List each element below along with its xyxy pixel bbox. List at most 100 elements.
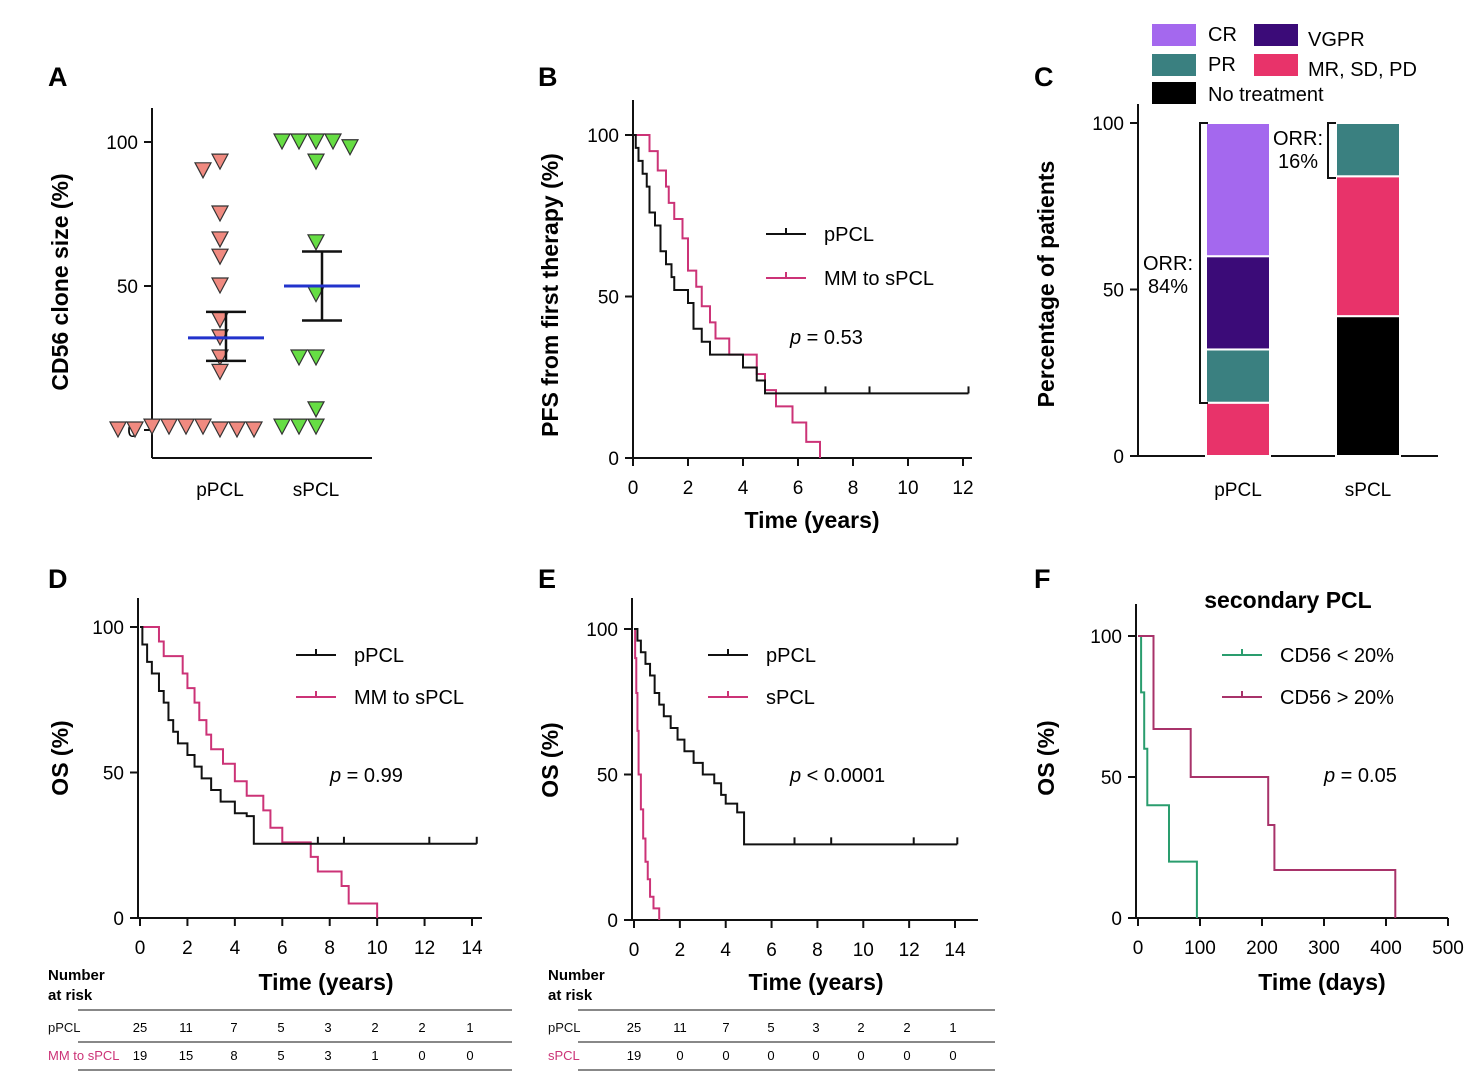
data-point-sPCL	[273, 418, 291, 436]
x-tick-label: 100	[1184, 938, 1216, 959]
risk-count: 0	[949, 1048, 956, 1063]
risk-count: 0	[722, 1048, 729, 1063]
km-curve-cd56-high	[1138, 635, 1397, 918]
y-tick-label: 50	[597, 766, 618, 787]
y-axis-label: CD56 clone size (%)	[47, 173, 73, 390]
km-curve-ppcl	[140, 626, 477, 845]
p-value-text: p < 0.0001	[789, 765, 885, 787]
p-symbol: p	[789, 327, 801, 349]
risk-count: 11	[179, 1020, 193, 1035]
y-tick-label: 50	[117, 277, 138, 298]
x-category-label: pPCL	[1214, 480, 1262, 501]
p-symbol: p	[329, 765, 341, 787]
p-symbol: p	[1323, 765, 1335, 787]
x-tick-label: 4	[720, 940, 731, 961]
legend-label: VGPR	[1308, 29, 1365, 51]
risk-count: 0	[767, 1048, 774, 1063]
risk-count: 7	[230, 1020, 237, 1035]
x-tick-label: 500	[1432, 938, 1464, 959]
data-point-sPCL	[324, 133, 342, 151]
risk-count: 5	[767, 1020, 774, 1035]
legend-label: No treatment	[1208, 84, 1324, 106]
data-point-sPCL	[307, 133, 325, 151]
km-curve-mm-to-spcl	[140, 626, 379, 918]
x-tick-label: 14	[944, 940, 966, 961]
legend-swatch	[1254, 54, 1298, 76]
risk-count: 1	[371, 1048, 378, 1063]
data-point-pPCL	[245, 421, 263, 439]
risk-table-title: Number	[548, 967, 605, 984]
panel-title: secondary PCL	[1204, 587, 1371, 613]
p-value: = 0.53	[801, 327, 863, 349]
legend-mm-to-spcl-label: MM to sPCL	[354, 687, 464, 709]
risk-count: 1	[949, 1020, 956, 1035]
km-curve-mm-to-spcl	[633, 134, 821, 458]
data-point-pPCL	[211, 248, 229, 266]
x-category-label: sPCL	[293, 480, 339, 501]
km-curve-ppcl	[634, 628, 958, 846]
x-tick-label: 8	[324, 938, 335, 959]
y-tick-label: 0	[1111, 909, 1122, 930]
orr-label-spcl: ORR:	[1273, 128, 1323, 150]
y-tick-label: 0	[607, 911, 618, 932]
x-tick-label: 4	[230, 938, 241, 959]
risk-row-label: pPCL	[548, 1020, 581, 1035]
bar-segment-notreatment	[1335, 315, 1401, 458]
risk-table-title: Number	[48, 967, 105, 984]
risk-count: 11	[673, 1020, 687, 1035]
data-point-pPCL	[109, 421, 127, 439]
risk-row-label: pPCL	[48, 1020, 81, 1035]
data-point-sPCL	[307, 418, 325, 436]
legend-label: MR, SD, PD	[1308, 59, 1417, 81]
risk-count: 2	[903, 1020, 910, 1035]
risk-count: 3	[324, 1020, 331, 1035]
risk-row-label: sPCL	[548, 1048, 580, 1063]
x-axis-label: Time (years)	[258, 969, 393, 995]
risk-count: 15	[179, 1048, 193, 1063]
legend-mm-to-spcl-label: MM to sPCL	[824, 268, 934, 290]
km-curve-ppcl	[633, 134, 969, 395]
y-tick-label: 0	[1113, 447, 1124, 468]
risk-table-title: at risk	[48, 987, 93, 1004]
orr-value-ppcl: 84%	[1148, 276, 1188, 298]
x-category-label: pPCL	[196, 480, 244, 501]
legend-spcl-label: sPCL	[766, 687, 815, 709]
panel-letter-B: B	[538, 62, 558, 92]
y-tick-label: 50	[598, 288, 619, 309]
panel-letter-A: A	[48, 62, 68, 92]
data-point-pPCL	[211, 421, 229, 439]
legend-ppcl-label: pPCL	[766, 645, 816, 667]
orr-bracket-ppcl	[1199, 122, 1208, 404]
panel-letter-D: D	[48, 564, 68, 594]
bar-segment-mrsdpd	[1205, 401, 1271, 457]
risk-count: 3	[324, 1048, 331, 1063]
risk-count: 8	[230, 1048, 237, 1063]
bar-segment-pr	[1205, 348, 1271, 404]
data-point-sPCL	[307, 153, 325, 171]
orr-label-ppcl: ORR:	[1143, 253, 1193, 275]
data-point-sPCL	[273, 133, 291, 151]
x-tick-label: 10	[367, 938, 388, 959]
p-value: = 0.99	[341, 765, 403, 787]
legend-cd56-high-label: CD56 > 20%	[1280, 687, 1394, 709]
data-point-sPCL	[290, 349, 308, 367]
x-tick-label: 0	[628, 478, 639, 499]
y-tick-label: 50	[103, 764, 124, 785]
legend-label: CR	[1208, 24, 1237, 46]
y-axis-label: OS (%)	[537, 722, 563, 797]
x-tick-label: 0	[629, 940, 640, 961]
p-value: < 0.0001	[801, 765, 885, 787]
risk-count: 2	[857, 1020, 864, 1035]
risk-count: 3	[812, 1020, 819, 1035]
bar-segment-cr	[1205, 122, 1271, 258]
risk-count: 0	[418, 1048, 425, 1063]
risk-count: 2	[371, 1020, 378, 1035]
risk-count: 0	[812, 1048, 819, 1063]
risk-count: 0	[466, 1048, 473, 1063]
data-point-pPCL	[194, 418, 212, 436]
y-tick-label: 0	[113, 909, 124, 930]
x-tick-label: 10	[897, 478, 918, 499]
risk-count: 5	[277, 1020, 284, 1035]
y-tick-label: 100	[587, 126, 619, 147]
risk-count: 25	[627, 1020, 641, 1035]
